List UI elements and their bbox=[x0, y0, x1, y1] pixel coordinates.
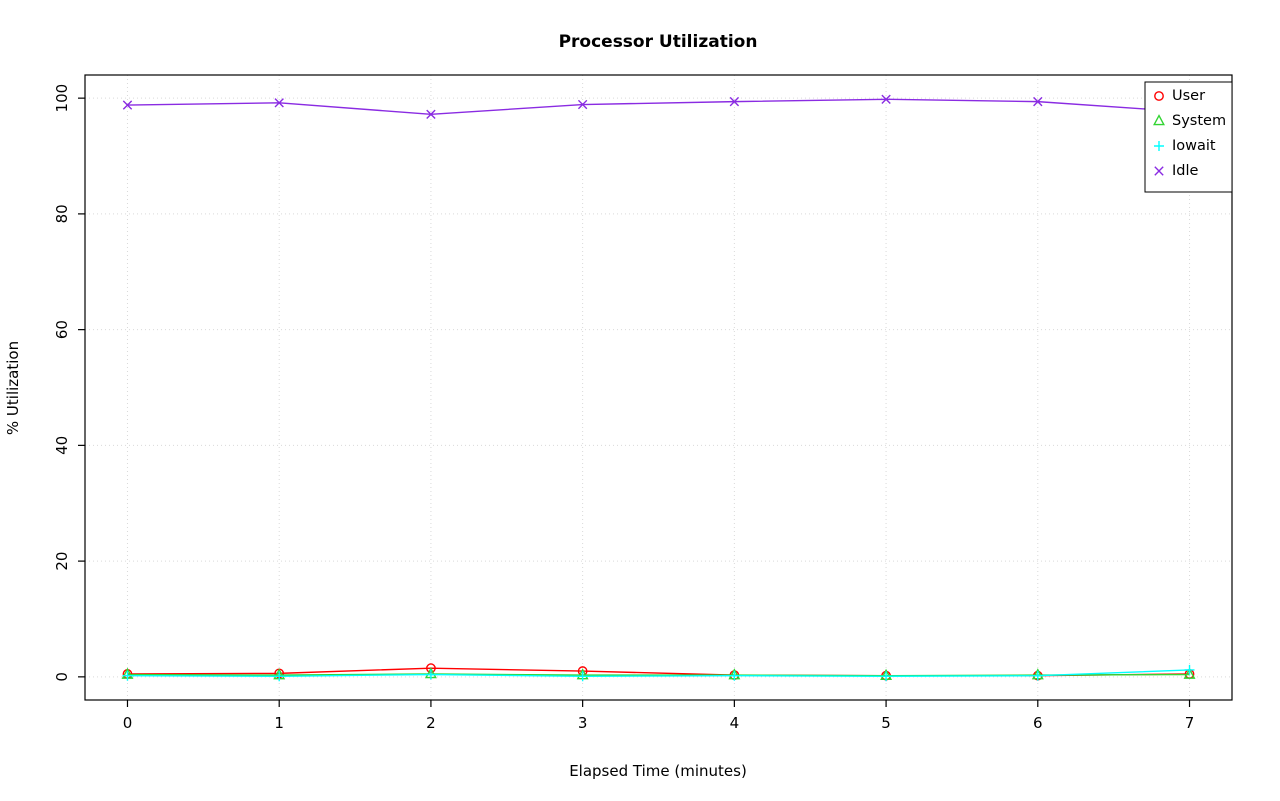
x-tick-label: 0 bbox=[123, 714, 133, 732]
y-tick-label: 100 bbox=[53, 84, 71, 113]
legend-label-idle: Idle bbox=[1172, 163, 1199, 179]
x-tick-label: 2 bbox=[426, 714, 436, 732]
data-series bbox=[121, 94, 1196, 682]
y-tick-label: 60 bbox=[53, 320, 71, 339]
y-tick-label: 20 bbox=[53, 552, 71, 571]
y-axis-label: % Utilization bbox=[4, 341, 22, 435]
plot-border bbox=[84, 74, 1233, 701]
x-tick-label: 7 bbox=[1185, 714, 1195, 732]
x-tick-label: 6 bbox=[1033, 714, 1043, 732]
legend: User System Iowait Idle bbox=[1144, 81, 1233, 193]
x-tick-label: 5 bbox=[881, 714, 891, 732]
x-tick-label: 1 bbox=[274, 714, 284, 732]
series-iowait bbox=[122, 664, 1195, 682]
chart-title: Processor Utilization bbox=[559, 32, 758, 52]
x-tick-label: 4 bbox=[730, 714, 740, 732]
y-tick-label: 0 bbox=[53, 672, 71, 682]
y-tick-label: 40 bbox=[53, 436, 71, 455]
grid-lines bbox=[85, 75, 1232, 700]
x-axis-label: Elapsed Time (minutes) bbox=[569, 762, 747, 780]
legend-label-iowait: Iowait bbox=[1172, 138, 1216, 154]
legend-label-user: User bbox=[1172, 88, 1205, 104]
axis-ticks: 0 1 2 3 4 5 6 7 0 20 40 60 80 100 bbox=[53, 84, 1194, 732]
x-tick-label: 3 bbox=[578, 714, 588, 732]
y-tick-label: 80 bbox=[53, 204, 71, 223]
legend-label-system: System bbox=[1172, 113, 1226, 129]
